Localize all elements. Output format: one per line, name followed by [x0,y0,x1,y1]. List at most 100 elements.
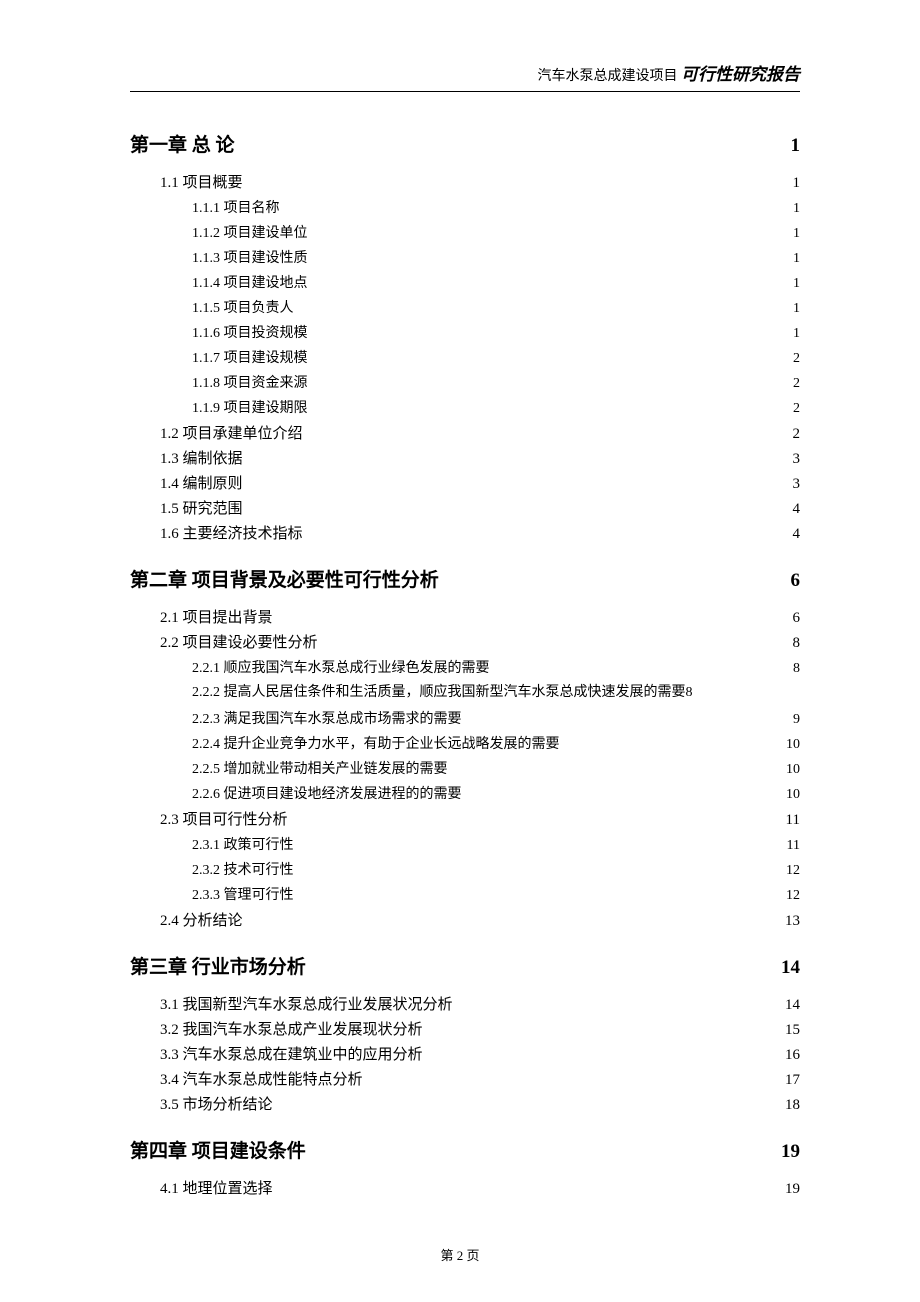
toc-subsection-page: 10 [786,787,800,803]
toc-chapter-label: 第四章 项目建设条件 [130,1136,306,1163]
toc-section-label: 1.6 主要经济技术指标 [160,522,303,543]
toc-subsection-page: 12 [786,888,800,904]
toc-entry: 2.2 项目建设必要性分析8 [160,631,800,652]
toc-entry: 1.4 编制原则3 [160,472,800,493]
toc-subsection-page: 1 [793,326,800,342]
toc-entry: 2.1 项目提出背景 6 [160,606,800,627]
toc-entry: 1.1.3 项目建设性质 1 [192,247,800,267]
toc-section-page: 3 [793,451,801,468]
toc-subsection-label: 2.2.4 提升企业竞争力水平，有助于企业长远战略发展的需要 [192,733,560,753]
header-report-title: 可行性研究报告 [681,65,800,84]
toc-chapter-label: 第三章 行业市场分析 [130,952,306,979]
toc-section-label: 4.1 地理位置选择 [160,1177,273,1198]
toc-section-page: 2 [793,426,801,443]
toc-subsection-label: 1.1.8 项目资金来源 [192,372,308,392]
toc-entry: 1.5 研究范围4 [160,497,800,518]
toc-section-page: 1 [793,175,801,192]
toc-section-label: 2.4 分析结论 [160,909,243,930]
toc-entry: 1.2 项目承建单位介绍2 [160,422,800,443]
toc-entry: 2.3.1 政策可行性 11 [192,834,800,854]
toc-section-page: 17 [785,1072,800,1089]
toc-chapter-page: 1 [791,135,801,157]
toc-entry: 1.1.8 项目资金来源 2 [192,372,800,392]
toc-subsection-label: 2.2.1 顺应我国汽车水泵总成行业绿色发展的需要 [192,657,490,677]
toc-entry: 1.1.1 项目名称 1 [192,197,800,217]
toc-entry: 3.5 市场分析结论 18 [160,1093,800,1114]
toc-subsection-label: 1.1.3 项目建设性质 [192,247,308,267]
toc-subsection-page: 11 [787,838,800,854]
toc-subsection-label: 2.3.3 管理可行性 [192,884,294,904]
toc-chapter-label: 第一章 总 论 [130,130,235,157]
toc-section-page: 4 [793,526,801,543]
toc-subsection-label: 1.1.9 项目建设期限 [192,397,308,417]
toc-entry: 1.1.2 项目建设单位1 [192,222,800,242]
toc-section-label: 3.5 市场分析结论 [160,1093,273,1114]
toc-entry: 2.4 分析结论 13 [160,909,800,930]
toc-section-page: 16 [785,1047,800,1064]
toc-entry: 3.4 汽车水泵总成性能特点分析 17 [160,1068,800,1089]
toc-entry: 1.1.5 项目负责人1 [192,297,800,317]
toc-chapter-label: 第二章 项目背景及必要性可行性分析 [130,565,439,592]
table-of-contents: 第一章 总 论11.1 项目概要11.1.1 项目名称11.1.2 项目建设单位… [130,130,800,1198]
toc-subsection-label: 2.2.2 提高人民居住条件和生活质量，顺应我国新型汽车水泵总成快速发展的需要8 [192,685,693,700]
toc-entry: 1.1.9 项目建设期限 2 [192,397,800,417]
toc-subsection-page: 1 [793,251,800,267]
document-page: 汽车水泵总成建设项目 可行性研究报告 第一章 总 论11.1 项目概要11.1.… [0,0,920,1302]
toc-entry: 2.2.4 提升企业竞争力水平，有助于企业长远战略发展的需要 10 [192,733,800,753]
toc-section-page: 19 [785,1181,800,1198]
toc-section-label: 3.3 汽车水泵总成在建筑业中的应用分析 [160,1043,423,1064]
toc-entry: 1.1.4 项目建设地点 1 [192,272,800,292]
toc-subsection-label: 2.2.3 满足我国汽车水泵总成市场需求的需要 [192,708,462,728]
toc-subsection-page: 1 [793,301,800,317]
toc-entry: 2.3 项目可行性分析11 [160,808,800,829]
toc-subsection-label: 1.1.7 项目建设规模 [192,347,308,367]
toc-section-page: 3 [793,476,801,493]
toc-entry: 1.1.7 项目建设规模 2 [192,347,800,367]
toc-entry: 2.2.3 满足我国汽车水泵总成市场需求的需要 9 [192,708,800,728]
toc-section-page: 4 [793,501,801,518]
toc-subsection-page: 1 [793,201,800,217]
toc-section-page: 11 [786,812,800,829]
toc-subsection-page: 12 [786,863,800,879]
toc-entry: 第二章 项目背景及必要性可行性分析 6 [130,565,800,592]
toc-entry: 1.1.6 项目投资规模 1 [192,322,800,342]
toc-section-page: 6 [793,610,801,627]
toc-entry: 1.3 编制依据3 [160,447,800,468]
toc-section-label: 3.4 汽车水泵总成性能特点分析 [160,1068,363,1089]
toc-entry: 2.3.3 管理可行性 12 [192,884,800,904]
toc-entry: 第四章 项目建设条件 19 [130,1136,800,1163]
toc-section-page: 15 [785,1022,800,1039]
toc-subsection-page: 9 [793,712,800,728]
toc-entry: 第三章 行业市场分析 14 [130,952,800,979]
toc-section-label: 2.1 项目提出背景 [160,606,273,627]
toc-subsection-page: 2 [793,401,800,417]
toc-subsection-page: 8 [793,661,800,677]
toc-chapter-page: 14 [781,957,800,979]
toc-chapter-page: 6 [791,570,801,592]
toc-entry: 2.2.2 提高人民居住条件和生活质量，顺应我国新型汽车水泵总成快速发展的需要8 [192,682,800,703]
toc-section-page: 13 [785,913,800,930]
toc-entry: 2.2.5 增加就业带动相关产业链发展的需要10 [192,758,800,778]
page-header: 汽车水泵总成建设项目 可行性研究报告 [130,60,800,92]
toc-subsection-page: 1 [793,276,800,292]
toc-subsection-page: 2 [793,351,800,367]
toc-subsection-label: 2.2.6 促进项目建设地经济发展进程的的需要 [192,783,462,803]
toc-subsection-label: 1.1.4 项目建设地点 [192,272,308,292]
toc-section-page: 8 [793,635,801,652]
toc-entry: 3.2 我国汽车水泵总成产业发展现状分析15 [160,1018,800,1039]
toc-subsection-page: 10 [786,737,800,753]
toc-entry: 1.6 主要经济技术指标 4 [160,522,800,543]
toc-entry: 1.1 项目概要1 [160,171,800,192]
toc-subsection-page: 1 [793,226,800,242]
toc-entry: 2.2.6 促进项目建设地经济发展进程的的需要 10 [192,783,800,803]
toc-subsection-page: 2 [793,376,800,392]
toc-subsection-label: 1.1.6 项目投资规模 [192,322,308,342]
toc-section-page: 18 [785,1097,800,1114]
toc-subsection-label: 1.1.1 项目名称 [192,197,280,217]
toc-entry: 2.3.2 技术可行性 12 [192,859,800,879]
toc-chapter-page: 19 [781,1141,800,1163]
toc-subsection-page: 10 [786,762,800,778]
toc-subsection-label: 2.3.1 政策可行性 [192,834,294,854]
toc-section-page: 14 [785,997,800,1014]
toc-subsection-label: 2.3.2 技术可行性 [192,859,294,879]
